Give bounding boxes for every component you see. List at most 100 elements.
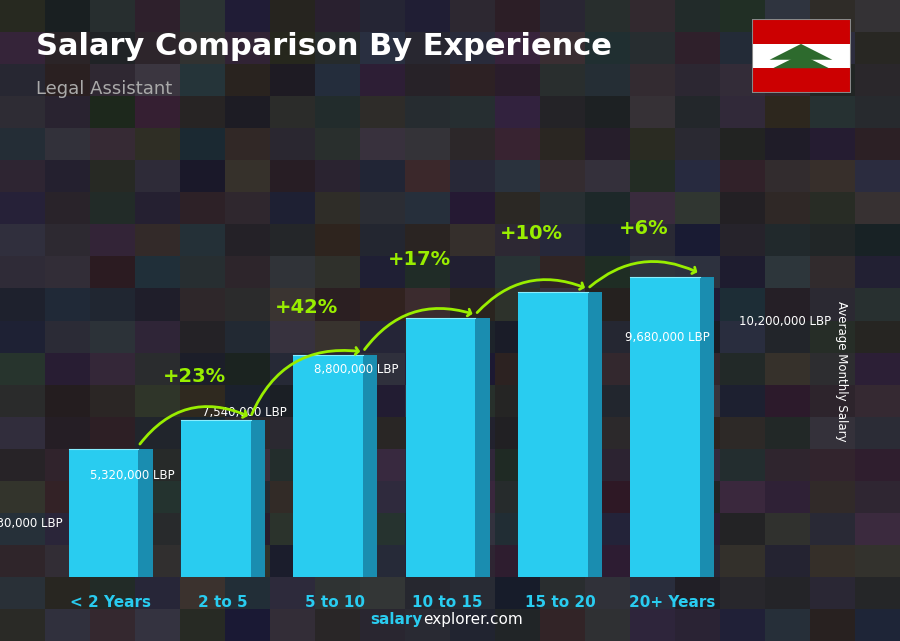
Bar bbox=[630, 96, 675, 128]
Bar bbox=[720, 513, 765, 545]
Bar bbox=[720, 160, 765, 192]
Text: 5 to 10: 5 to 10 bbox=[305, 595, 365, 610]
Bar bbox=[810, 320, 855, 353]
Text: +6%: +6% bbox=[619, 219, 669, 238]
Bar bbox=[585, 513, 630, 545]
Bar bbox=[315, 417, 360, 449]
Bar bbox=[450, 320, 495, 353]
Bar bbox=[450, 32, 495, 64]
Bar bbox=[315, 256, 360, 288]
Bar bbox=[495, 577, 540, 609]
Bar bbox=[540, 385, 585, 417]
Bar bbox=[720, 609, 765, 641]
Bar bbox=[720, 353, 765, 385]
Bar bbox=[630, 64, 675, 96]
Bar bbox=[135, 128, 180, 160]
Bar bbox=[135, 224, 180, 256]
Bar bbox=[135, 481, 180, 513]
Bar bbox=[180, 32, 225, 64]
Bar bbox=[855, 609, 900, 641]
Bar bbox=[540, 288, 585, 320]
Bar bbox=[225, 385, 270, 417]
Bar bbox=[180, 417, 225, 449]
Bar bbox=[180, 577, 225, 609]
Bar bbox=[495, 609, 540, 641]
Bar bbox=[225, 417, 270, 449]
Bar bbox=[405, 609, 450, 641]
Bar bbox=[585, 192, 630, 224]
Bar bbox=[225, 160, 270, 192]
Bar bbox=[360, 353, 405, 385]
Bar bbox=[90, 224, 135, 256]
Bar bbox=[540, 224, 585, 256]
Polygon shape bbox=[363, 355, 377, 577]
Text: +42%: +42% bbox=[275, 298, 338, 317]
Bar bbox=[360, 481, 405, 513]
Bar bbox=[360, 417, 405, 449]
Bar bbox=[90, 288, 135, 320]
Text: +17%: +17% bbox=[388, 249, 451, 269]
Bar bbox=[752, 68, 850, 93]
Text: 20+ Years: 20+ Years bbox=[629, 595, 716, 610]
Bar bbox=[45, 160, 90, 192]
Bar bbox=[495, 449, 540, 481]
Bar bbox=[855, 32, 900, 64]
Bar bbox=[585, 160, 630, 192]
Text: Legal Assistant: Legal Assistant bbox=[36, 80, 172, 98]
Bar bbox=[360, 192, 405, 224]
Polygon shape bbox=[475, 318, 490, 577]
Bar bbox=[720, 417, 765, 449]
Bar bbox=[0, 160, 45, 192]
Bar bbox=[405, 577, 450, 609]
Bar bbox=[495, 32, 540, 64]
Bar bbox=[270, 577, 315, 609]
Bar bbox=[180, 160, 225, 192]
Bar bbox=[45, 32, 90, 64]
Bar bbox=[360, 128, 405, 160]
Bar bbox=[540, 64, 585, 96]
Bar bbox=[180, 385, 225, 417]
Bar bbox=[180, 288, 225, 320]
Bar bbox=[225, 192, 270, 224]
Bar bbox=[225, 0, 270, 32]
Bar bbox=[90, 353, 135, 385]
Bar bbox=[270, 0, 315, 32]
Bar bbox=[450, 353, 495, 385]
Bar bbox=[675, 353, 720, 385]
Bar bbox=[450, 513, 495, 545]
Bar bbox=[450, 96, 495, 128]
Bar bbox=[585, 417, 630, 449]
Polygon shape bbox=[588, 292, 602, 577]
Bar bbox=[90, 609, 135, 641]
Text: +10%: +10% bbox=[500, 224, 562, 244]
Bar bbox=[405, 417, 450, 449]
Bar bbox=[450, 288, 495, 320]
Bar bbox=[135, 577, 180, 609]
Bar bbox=[450, 481, 495, 513]
Bar bbox=[585, 224, 630, 256]
Bar bbox=[225, 256, 270, 288]
Bar bbox=[90, 128, 135, 160]
Bar bbox=[0, 417, 45, 449]
Bar bbox=[765, 288, 810, 320]
Bar bbox=[360, 64, 405, 96]
Bar bbox=[405, 481, 450, 513]
Bar bbox=[360, 577, 405, 609]
Bar bbox=[270, 609, 315, 641]
Bar bbox=[180, 224, 225, 256]
Bar bbox=[810, 577, 855, 609]
Bar bbox=[315, 32, 360, 64]
Bar bbox=[855, 353, 900, 385]
Bar bbox=[45, 449, 90, 481]
Text: Salary Comparison By Experience: Salary Comparison By Experience bbox=[36, 32, 612, 61]
Bar bbox=[0, 96, 45, 128]
Bar bbox=[270, 288, 315, 320]
Bar bbox=[360, 545, 405, 577]
Bar bbox=[315, 513, 360, 545]
Bar bbox=[540, 0, 585, 32]
Bar bbox=[765, 0, 810, 32]
Bar bbox=[90, 256, 135, 288]
Bar bbox=[585, 128, 630, 160]
Polygon shape bbox=[700, 277, 715, 577]
Bar bbox=[495, 545, 540, 577]
